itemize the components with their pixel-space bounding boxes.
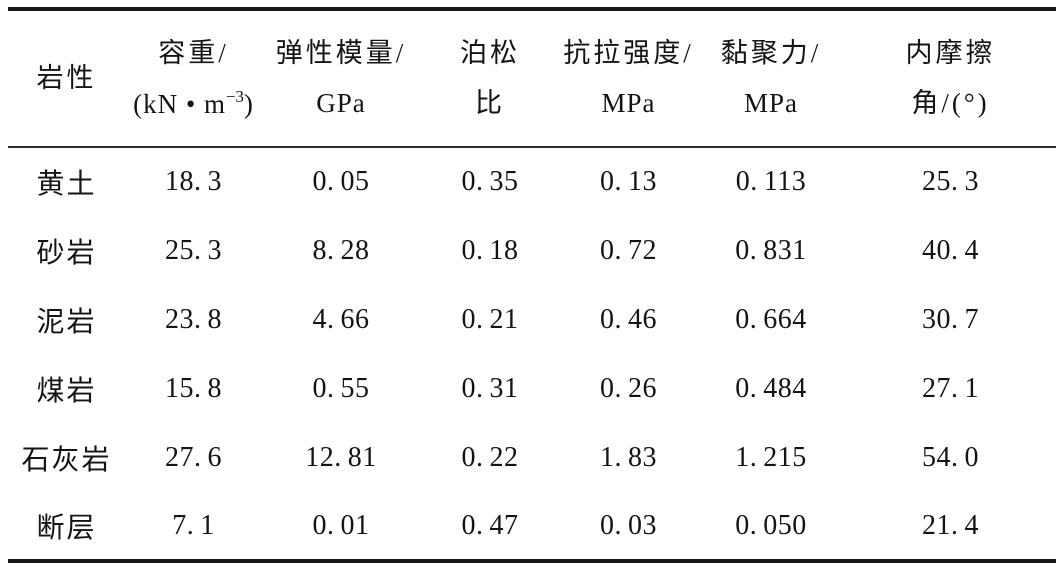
table-body: 黄土 18. 3 0. 05 0. 35 0. 13 0. 113 25. 3 …	[8, 147, 1056, 561]
header-label: 岩性	[36, 63, 97, 93]
cell-tensile-strength: 0. 46	[599, 303, 658, 335]
col-header-elastic-modulus: 弹性模量/ GPa	[262, 9, 420, 147]
header-label: 内摩擦	[905, 38, 996, 68]
cell-friction-angle: 54. 0	[921, 441, 980, 473]
cell-cohesion: 0. 050	[735, 509, 807, 541]
cell-unit-weight: 23. 8	[164, 303, 223, 335]
unit-superscript: −3	[226, 86, 244, 106]
cell-cohesion: 0. 113	[735, 166, 807, 197]
cell-cohesion: 0. 664	[735, 303, 807, 335]
unit-text: (kN • m	[133, 88, 227, 119]
cell-unit-weight: 25. 3	[164, 234, 223, 266]
header-unit: GPa	[316, 88, 366, 118]
cell-lithology: 石灰岩	[21, 444, 112, 476]
col-header-tensile-strength: 抗拉强度/ MPa	[560, 9, 697, 147]
cell-friction-angle: 21. 4	[921, 509, 980, 541]
cell-tensile-strength: 0. 72	[599, 234, 658, 266]
unit-text: )	[243, 88, 254, 119]
header-label: 比	[475, 88, 505, 118]
cell-friction-angle: 27. 1	[921, 372, 980, 404]
header-label: 弹性模量/	[275, 38, 407, 68]
cell-cohesion: 0. 831	[735, 234, 807, 266]
header-unit: MPa	[601, 88, 656, 118]
cell-elastic-modulus: 4. 66	[312, 303, 370, 335]
cell-poisson-ratio: 0. 18	[461, 234, 519, 266]
table-row: 断层 7. 1 0. 01 0. 47 0. 03 0. 050 21. 4	[8, 492, 1056, 561]
cell-elastic-modulus: 0. 01	[312, 509, 370, 541]
header-unit: (kN • m−3)	[125, 86, 262, 119]
cell-tensile-strength: 0. 26	[599, 372, 658, 404]
cell-tensile-strength: 0. 03	[599, 509, 658, 541]
table-row: 砂岩 25. 3 8. 28 0. 18 0. 72 0. 831 40. 4	[8, 216, 1056, 285]
cell-elastic-modulus: 0. 55	[312, 372, 370, 404]
table-row: 煤岩 15. 8 0. 55 0. 31 0. 26 0. 484 27. 1	[8, 354, 1056, 423]
header-label: 泊松	[460, 38, 520, 68]
table-row: 黄土 18. 3 0. 05 0. 35 0. 13 0. 113 25. 3	[8, 147, 1056, 216]
cell-unit-weight: 18. 3	[164, 166, 223, 197]
cell-friction-angle: 40. 4	[921, 234, 980, 266]
table-row: 泥岩 23. 8 4. 66 0. 21 0. 46 0. 664 30. 7	[8, 285, 1056, 354]
cell-poisson-ratio: 0. 21	[461, 303, 519, 335]
table-row: 石灰岩 27. 6 12. 81 0. 22 1. 83 1. 215 54. …	[8, 423, 1056, 492]
cell-tensile-strength: 1. 83	[599, 441, 658, 473]
cell-unit-weight: 7. 1	[172, 509, 215, 541]
col-header-cohesion: 黏聚力/ MPa	[697, 9, 845, 147]
table-header: 岩性 容重/ (kN • m−3) 弹性模量/ GPa 泊松 比 抗拉强度/ M…	[8, 9, 1056, 147]
header-unit: MPa	[743, 88, 798, 118]
cell-poisson-ratio: 0. 35	[461, 166, 519, 197]
col-header-poisson-ratio: 泊松 比	[420, 9, 560, 147]
col-header-unit-weight: 容重/ (kN • m−3)	[125, 9, 262, 147]
header-label: 抗拉强度/	[563, 38, 694, 68]
cell-unit-weight: 27. 6	[164, 441, 223, 473]
cell-unit-weight: 15. 8	[164, 372, 223, 404]
cell-friction-angle: 30. 7	[921, 303, 980, 335]
cell-cohesion: 0. 484	[735, 372, 807, 404]
cell-friction-angle: 25. 3	[921, 166, 980, 197]
header-row: 岩性 容重/ (kN • m−3) 弹性模量/ GPa 泊松 比 抗拉强度/ M…	[8, 9, 1056, 147]
cell-poisson-ratio: 0. 31	[461, 372, 519, 404]
cell-cohesion: 1. 215	[735, 441, 807, 473]
cell-lithology: 煤岩	[36, 375, 97, 407]
cell-tensile-strength: 0. 13	[599, 166, 658, 197]
cell-poisson-ratio: 0. 22	[461, 441, 519, 473]
col-header-lithology: 岩性	[8, 9, 125, 147]
col-header-friction-angle: 内摩擦 角/(°)	[845, 9, 1056, 147]
cell-elastic-modulus: 12. 81	[305, 441, 377, 473]
cell-elastic-modulus: 8. 28	[312, 234, 370, 266]
cell-lithology: 断层	[36, 512, 97, 544]
rock-properties-table: 岩性 容重/ (kN • m−3) 弹性模量/ GPa 泊松 比 抗拉强度/ M…	[8, 7, 1056, 563]
cell-lithology: 砂岩	[36, 237, 97, 269]
cell-elastic-modulus: 0. 05	[312, 166, 370, 197]
cell-lithology: 黄土	[36, 169, 97, 200]
header-label: 容重/	[158, 37, 229, 68]
header-unit: 角/(°)	[911, 88, 990, 118]
cell-poisson-ratio: 0. 47	[461, 509, 519, 541]
header-label: 黏聚力/	[720, 38, 822, 68]
cell-lithology: 泥岩	[36, 306, 97, 338]
